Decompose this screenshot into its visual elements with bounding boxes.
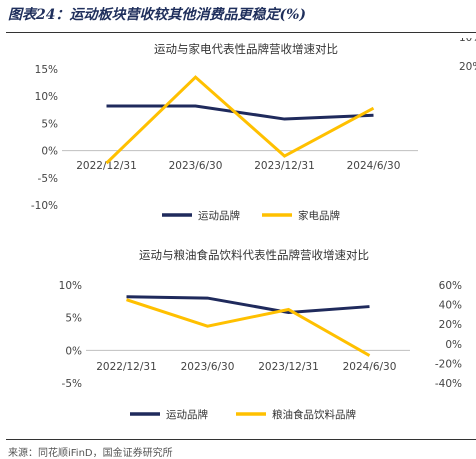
c2-series-1-line <box>126 295 370 314</box>
c1-series-1-line <box>106 104 374 121</box>
c2-category-label: 2022/12/31 <box>96 361 157 373</box>
c1-ytick-label: 5% <box>41 118 58 130</box>
c2-legend-label-2: 粮油食品饮料品牌 <box>272 408 356 421</box>
c2-ytick-label: 10% <box>59 280 82 292</box>
c1-right-axis-label: 20% <box>459 61 476 73</box>
c2-category-label: 2023/6/30 <box>181 361 235 373</box>
c2-y2tick-label: -40% <box>435 378 462 390</box>
c2-y2tick-label: 40% <box>439 300 462 312</box>
c2-ytick-label: 5% <box>65 313 82 325</box>
c1-legend-label-1: 运动品牌 <box>198 209 240 222</box>
c1-ytick-label: 0% <box>41 146 58 158</box>
c2-title: 运动与粮油食品饮料代表性品牌营收增速对比 <box>139 248 369 262</box>
c1-ytick-label: -5% <box>38 173 58 185</box>
c1-right-axis-label: 10% <box>459 38 476 44</box>
c2-y2tick-label: 0% <box>445 339 462 351</box>
c2-y2tick-label: 60% <box>439 280 462 292</box>
c1-legend-label-2: 家电品牌 <box>298 209 340 222</box>
c1-category-label: 2023/12/31 <box>254 160 315 172</box>
footer-divider <box>6 439 476 440</box>
c1-category-label: 2022/12/31 <box>76 160 137 172</box>
chart-sport-vs-food-beverage: 运动与粮油食品饮料代表性品牌营收增速对比 -5% 0% 5% 10% 2022/12/31… <box>59 248 462 421</box>
c2-ytick-label: -5% <box>62 378 82 390</box>
c2-y2tick-label: -20% <box>435 358 462 370</box>
c2-category-label: 2023/12/31 <box>258 361 319 373</box>
c2-legend-label-1: 运动品牌 <box>166 408 208 421</box>
c1-ytick-label: -10% <box>31 200 58 212</box>
c2-ytick-label: 0% <box>65 345 82 357</box>
figure-title: 图表24：运动板块营收较其他消费品更稳定(%) <box>8 7 307 23</box>
c1-ytick-label: 15% <box>35 64 58 76</box>
c2-y2tick-label: 20% <box>439 319 462 331</box>
c1-series-2-line <box>105 75 375 165</box>
c2-series-2-line <box>126 298 371 357</box>
c1-title: 运动与家电代表性品牌营收增速对比 <box>154 42 338 56</box>
c1-category-label: 2023/6/30 <box>169 160 223 172</box>
source-note: 来源：同花顺iFinD，国金证券研究所 <box>8 448 173 459</box>
c1-ytick-label: 10% <box>35 91 58 103</box>
c2-category-label: 2024/6/30 <box>343 361 397 373</box>
title-divider <box>6 32 476 33</box>
chart-sport-vs-appliance: 运动与家电代表性品牌营收增速对比 -10% -5% 0% 5% 10% 15% 2022/12… <box>31 38 476 222</box>
c1-category-label: 2024/6/30 <box>347 160 401 172</box>
